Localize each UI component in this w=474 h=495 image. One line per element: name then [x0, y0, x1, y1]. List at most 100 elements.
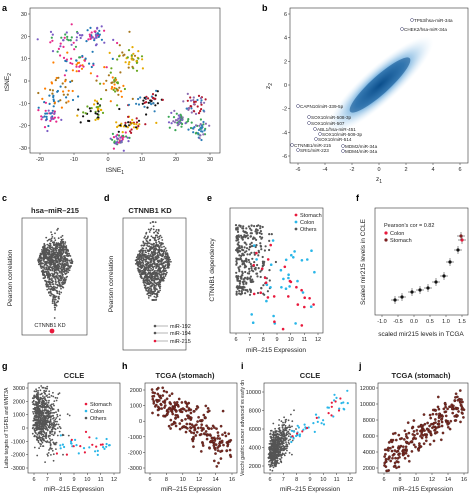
data-point	[66, 255, 69, 257]
data-point	[127, 140, 130, 143]
data-point	[39, 264, 42, 267]
data-point	[338, 407, 341, 410]
data-point	[166, 253, 169, 256]
panel-label-g: g	[2, 361, 8, 371]
data-point	[182, 100, 185, 103]
data-point	[62, 251, 65, 254]
data-point	[137, 119, 141, 122]
data-point	[43, 417, 46, 420]
data-point	[41, 116, 44, 119]
data-point	[240, 274, 243, 277]
data-point	[153, 281, 156, 284]
data-point	[53, 252, 56, 255]
data-point	[196, 406, 200, 409]
data-point	[236, 237, 239, 240]
data-point	[76, 31, 79, 35]
data-point	[49, 444, 52, 447]
data-point	[242, 235, 245, 239]
data-point	[249, 289, 252, 292]
data-point	[245, 243, 248, 246]
data-point	[272, 466, 275, 469]
data-point	[166, 271, 168, 274]
data-point	[45, 268, 48, 271]
data-point	[49, 447, 51, 450]
data-point	[385, 448, 389, 452]
data-point	[44, 261, 46, 264]
x-tick-label: -20	[36, 157, 44, 163]
data-point	[157, 248, 160, 251]
data-point	[69, 61, 72, 65]
data-point	[180, 407, 183, 411]
data-point	[38, 414, 41, 416]
data-point	[144, 249, 147, 252]
data-point	[116, 88, 119, 91]
data-point	[180, 125, 183, 128]
data-point	[56, 267, 59, 270]
data-point	[162, 266, 164, 268]
data-point	[37, 426, 40, 428]
data-point	[52, 94, 55, 97]
panel-i-xlabel: miR–215 Expression	[280, 486, 340, 493]
data-point	[33, 417, 35, 419]
data-point	[150, 255, 153, 258]
panel-label-f: f	[356, 193, 360, 203]
data-point	[47, 109, 50, 112]
data-point	[283, 423, 285, 426]
panel-c: c hsa–miR–215 CTNNB1 KD Pearson correlat…	[2, 193, 88, 336]
panel-h-title: TCGA (stomach)	[156, 371, 215, 380]
data-point	[117, 93, 120, 96]
data-point	[258, 231, 261, 235]
data-point	[270, 233, 273, 236]
data-point	[57, 253, 60, 256]
data-point	[445, 421, 449, 424]
data-point	[242, 285, 245, 288]
data-point	[38, 404, 40, 407]
data-point	[105, 66, 108, 69]
data-point	[155, 278, 158, 281]
data-point	[402, 451, 406, 455]
data-point	[164, 251, 167, 254]
data-point	[238, 268, 241, 271]
data-point	[60, 118, 63, 121]
annotation-label: MDM4/miR-34a	[345, 149, 378, 154]
data-point	[268, 248, 271, 252]
data-point	[47, 409, 49, 412]
data-point	[200, 103, 203, 106]
data-point	[57, 410, 60, 412]
x-tick-label: 10	[139, 157, 145, 163]
data-point	[330, 405, 333, 408]
data-point	[248, 253, 251, 256]
data-point	[188, 429, 192, 433]
data-point	[59, 262, 61, 265]
annotation-marker	[318, 132, 322, 136]
data-point	[75, 70, 78, 73]
data-point	[279, 268, 283, 272]
data-point	[143, 105, 146, 108]
data-point	[255, 258, 258, 261]
data-point	[270, 458, 273, 460]
data-point	[116, 41, 119, 45]
data-point	[53, 272, 56, 275]
data-point	[42, 260, 45, 262]
data-point	[122, 54, 125, 57]
data-point	[82, 111, 85, 114]
data-point	[144, 266, 147, 269]
data-point	[416, 432, 419, 436]
data-point	[147, 267, 150, 270]
annotation-marker	[341, 144, 345, 148]
data-point	[36, 426, 39, 428]
data-point	[441, 431, 445, 435]
data-point	[50, 36, 53, 39]
data-point	[47, 452, 50, 454]
data-point	[412, 419, 416, 422]
data-point	[52, 417, 54, 420]
data-point	[86, 105, 89, 108]
data-point	[244, 270, 247, 274]
data-point	[192, 131, 195, 134]
data-point	[431, 412, 435, 416]
data-point	[140, 266, 142, 269]
data-point	[241, 292, 244, 295]
data-point	[253, 225, 256, 228]
data-point	[143, 244, 146, 247]
data-point	[45, 434, 48, 437]
